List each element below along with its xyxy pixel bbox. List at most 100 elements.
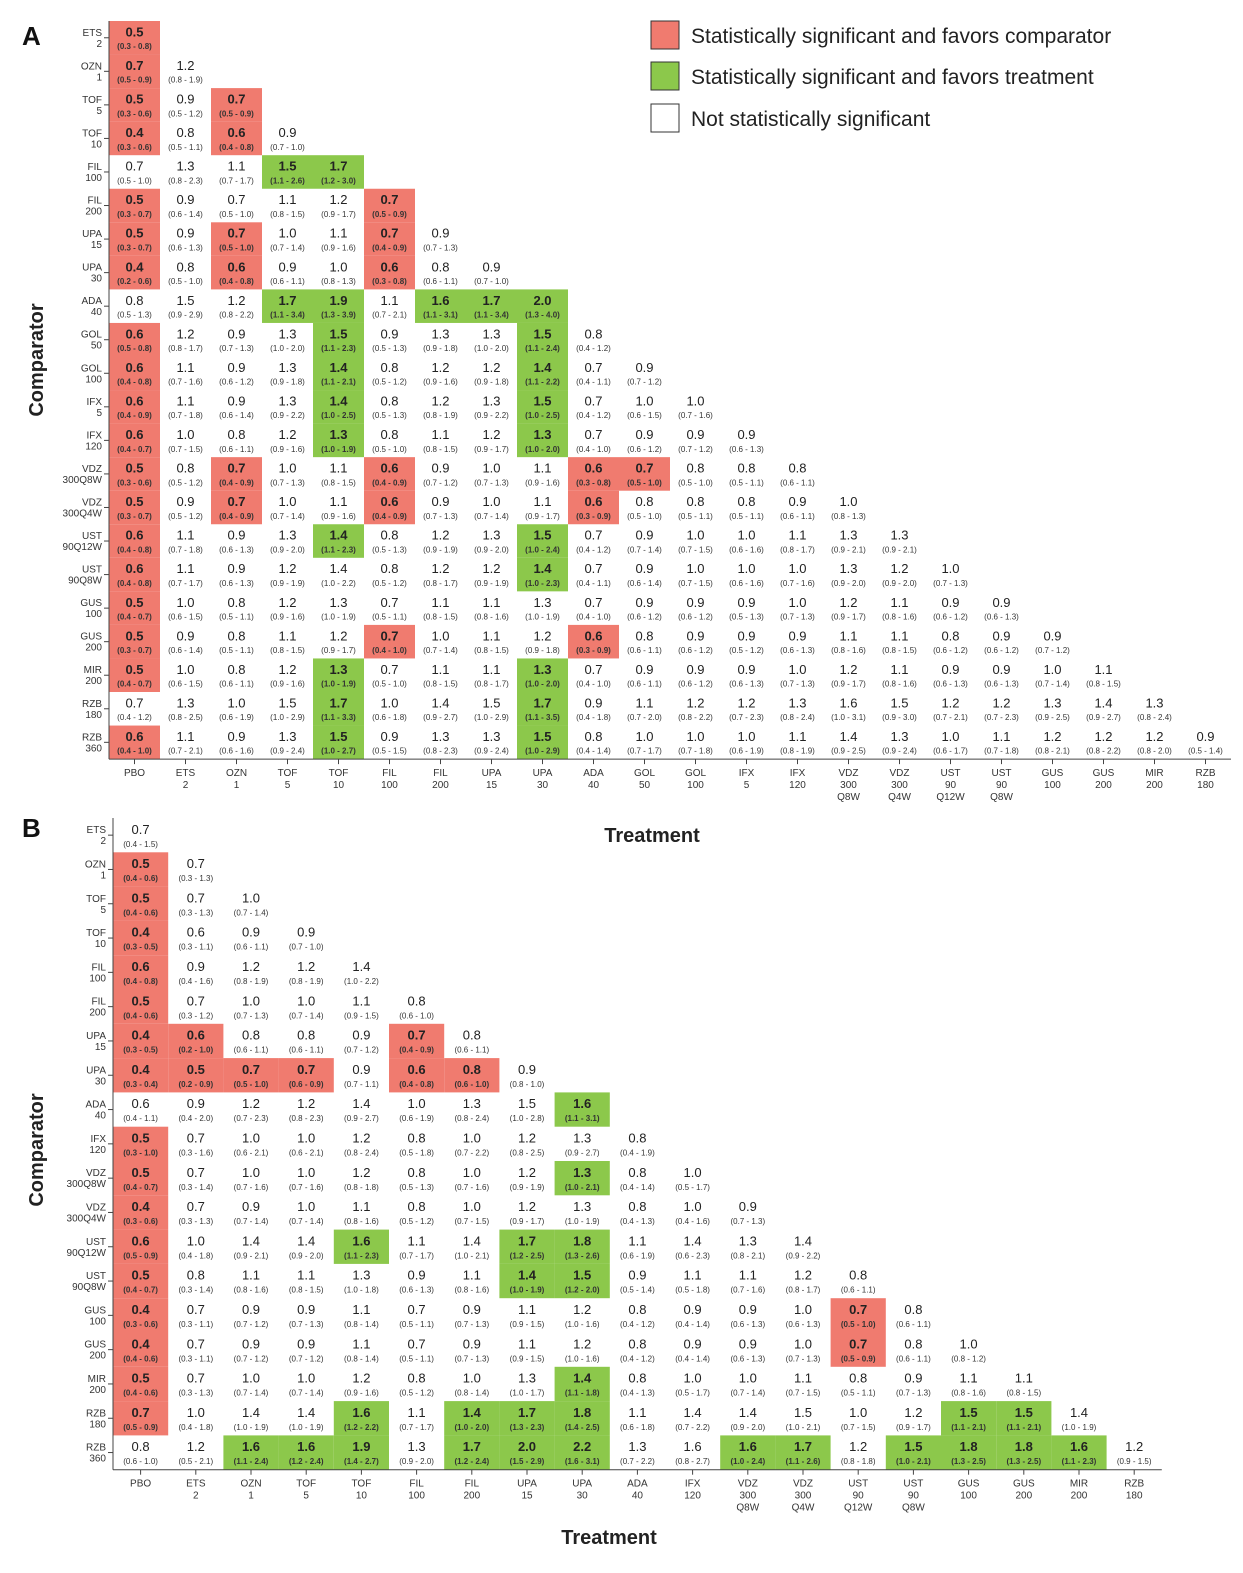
cell-estimate: 1.2: [686, 695, 704, 710]
cell-estimate: 0.7: [380, 662, 398, 677]
y-tick-label: RZB 180: [82, 699, 102, 721]
cell-background: [415, 289, 466, 323]
cell-ci: (0.5 - 1.8): [675, 1286, 710, 1295]
cell-ci: (1.0 - 1.6): [565, 1320, 600, 1329]
cell-estimate: 0.6: [132, 1096, 150, 1111]
cell-background: [444, 1058, 500, 1093]
matrix-cell: 0.8(0.3 - 1.4): [178, 1268, 213, 1295]
cell-ci: (0.5 - 1.7): [675, 1389, 710, 1398]
matrix-cell: 1.1(0.8 - 1.5): [321, 461, 356, 488]
cell-estimate: 0.6: [584, 628, 602, 643]
cell-estimate: 1.1: [684, 1268, 702, 1283]
cell-background: [554, 1263, 610, 1299]
cell-background: [389, 1023, 445, 1059]
matrix-cell: 1.2(0.7 - 2.1): [933, 695, 968, 722]
x-tick-label: MIR 200: [1145, 768, 1163, 791]
cell-estimate: 1.1: [352, 993, 370, 1008]
cell-ci: (0.4 - 0.6): [123, 1389, 158, 1398]
cell-ci: (0.6 - 1.2): [219, 378, 254, 387]
cell-estimate: 1.1: [992, 729, 1010, 744]
matrix-cell: 1.4(0.9 - 2.1): [234, 1233, 269, 1260]
matrix-cell: 0.6(0.4 - 0.8): [113, 955, 169, 990]
cell-estimate: 1.0: [686, 561, 704, 576]
cell-ci: (0.4 - 1.2): [576, 545, 611, 554]
cell-background: [517, 356, 568, 391]
cell-estimate: 1.5: [278, 695, 296, 710]
cell-estimate: 0.5: [132, 1371, 150, 1386]
cell-ci: (0.9 - 1.9): [474, 579, 509, 588]
matrix-cell: 1.0(0.7 - 1.4): [1035, 662, 1070, 689]
cell-ci: (0.7 - 1.4): [289, 1389, 324, 1398]
y-tick-label: VDZ 300Q4W: [63, 497, 103, 519]
cell-estimate: 1.2: [518, 1199, 536, 1214]
cell-ci: (0.4 - 0.7): [123, 1183, 158, 1192]
matrix-cell: 1.2(0.8 - 2.1): [1035, 729, 1070, 756]
cell-ci: (0.7 - 1.5): [786, 1389, 821, 1398]
x-tick-label: PBO: [124, 768, 145, 779]
cell-estimate: 0.8: [380, 528, 398, 543]
matrix-cell: 1.3(0.9 - 1.8): [423, 326, 458, 353]
cell-ci: (1.1 - 3.4): [474, 311, 509, 320]
cell-ci: (0.4 - 1.2): [620, 1354, 655, 1363]
y-tick-label: TOF 10: [86, 928, 106, 950]
cell-estimate: 0.8: [227, 662, 245, 677]
matrix-cell: 0.8(0.6 - 1.2): [933, 628, 968, 655]
cell-estimate: 1.2: [431, 528, 449, 543]
cell-background: [211, 457, 262, 491]
panel-b-x-axis-title: Treatment: [561, 1527, 657, 1549]
cell-estimate: 1.4: [533, 360, 552, 375]
x-tick-label: ADA 40: [583, 768, 604, 791]
cell-background: [113, 1023, 169, 1059]
matrix-cell: 0.9(0.5 - 1.3): [372, 326, 407, 353]
cell-ci: (0.6 - 1.1): [234, 943, 269, 952]
cell-estimate: 0.7: [125, 58, 143, 73]
cell-ci: (0.6 - 1.1): [234, 1046, 269, 1055]
cell-background: [554, 1401, 610, 1436]
cell-ci: (0.6 - 1.1): [896, 1320, 931, 1329]
cell-estimate: 1.3: [278, 729, 296, 744]
cell-estimate: 1.5: [960, 1405, 978, 1420]
cell-ci: (0.8 - 2.4): [454, 1114, 489, 1123]
cell-ci: (0.7 - 1.5): [678, 545, 713, 554]
matrix-cell: 0.7(0.3 - 1.4): [178, 1165, 213, 1192]
matrix-cell: 0.7(0.4 - 0.9): [211, 490, 262, 525]
matrix-cell: 0.4(0.2 - 0.6): [109, 255, 160, 290]
matrix-cell: 1.0(0.7 - 1.4): [270, 226, 305, 253]
cell-estimate: 0.8: [635, 628, 653, 643]
cell-estimate: 0.7: [227, 192, 245, 207]
cell-ci: (0.8 - 1.9): [780, 747, 815, 756]
cell-estimate: 1.4: [463, 1233, 481, 1248]
cell-estimate: 1.7: [533, 695, 551, 710]
matrix-cell: 1.2(0.9 - 1.8): [525, 628, 560, 655]
cell-ci: (0.3 - 0.5): [123, 1046, 158, 1055]
matrix-cell: 2.0(1.5 - 2.9): [499, 1435, 555, 1470]
matrix-cell: 0.6(0.4 - 0.8): [109, 356, 160, 391]
matrix-cell: 1.1(0.7 - 1.8): [984, 729, 1019, 756]
cell-ci: (0.6 - 1.3): [780, 646, 815, 655]
matrix-cell: 1.2(0.8 - 2.2): [678, 695, 713, 722]
cell-ci: (0.4 - 1.0): [576, 445, 611, 454]
cell-background: [364, 490, 415, 525]
cell-estimate: 0.8: [628, 1336, 646, 1351]
cell-estimate: 1.1: [788, 528, 806, 543]
matrix-cell: 1.0(0.7 - 1.3): [780, 595, 815, 622]
cell-estimate: 0.6: [125, 561, 143, 576]
cell-ci: (0.7 - 1.6): [678, 411, 713, 420]
cell-estimate: 1.3: [329, 427, 347, 442]
matrix-cell: 0.7(0.3 - 1.3): [178, 1199, 213, 1226]
cell-estimate: 0.8: [628, 1165, 646, 1180]
cell-ci: (0.3 - 1.6): [178, 1149, 213, 1158]
cell-estimate: 1.6: [352, 1233, 370, 1248]
cell-ci: (1.0 - 1.9): [525, 613, 560, 622]
cell-estimate: 0.5: [132, 1130, 150, 1145]
cell-ci: (0.9 - 2.0): [882, 579, 917, 588]
cell-estimate: 1.1: [1094, 662, 1112, 677]
cell-estimate: 1.6: [242, 1439, 260, 1454]
cell-estimate: 0.9: [788, 494, 806, 509]
cell-ci: (0.6 - 1.3): [729, 445, 764, 454]
legend-label-not-significant: Not statistically significant: [691, 108, 930, 131]
cell-background: [109, 658, 160, 692]
legend-swatch-treatment: [650, 61, 680, 91]
matrix-cell: 1.2(0.5 - 2.1): [178, 1439, 213, 1466]
cell-ci: (0.4 - 1.0): [576, 613, 611, 622]
